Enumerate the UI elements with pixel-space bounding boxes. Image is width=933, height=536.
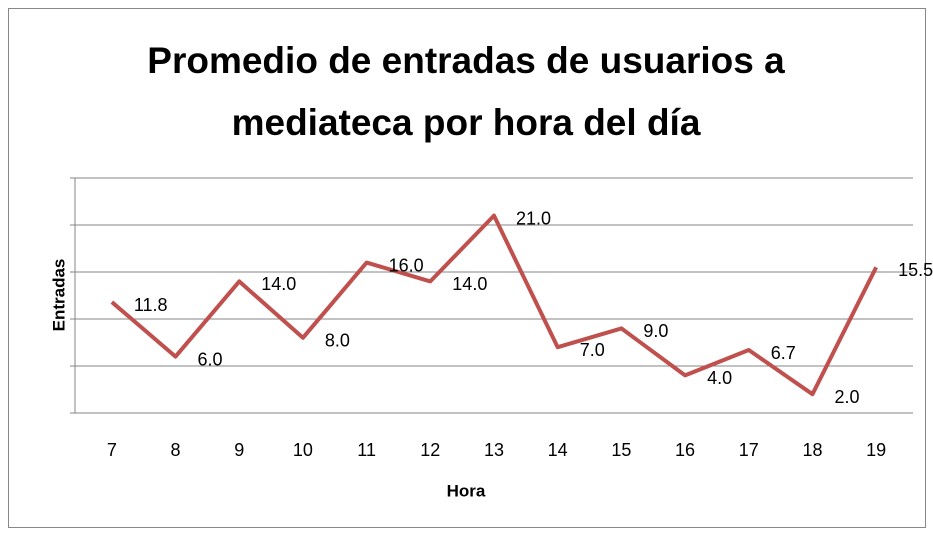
x-tick-label: 16 xyxy=(675,440,695,460)
x-tick-label: 8 xyxy=(171,440,181,460)
x-tick-label: 10 xyxy=(293,440,313,460)
x-tick-label: 17 xyxy=(739,440,759,460)
data-line xyxy=(110,213,878,397)
data-label: 7.0 xyxy=(580,340,605,360)
x-tick-label: 11 xyxy=(357,440,376,460)
x-tick-label: 19 xyxy=(866,440,886,460)
chart-title: Promedio de entradas de usuarios a media… xyxy=(147,40,785,143)
data-label: 14.0 xyxy=(261,274,296,294)
y-axis-label: Entradas xyxy=(49,259,68,332)
x-tick-label: 9 xyxy=(234,440,244,460)
data-label: 16.0 xyxy=(389,255,424,275)
data-label: 11.8 xyxy=(134,295,168,315)
data-label: 2.0 xyxy=(834,387,859,407)
x-tick-label: 12 xyxy=(420,440,440,460)
data-label: 8.0 xyxy=(325,331,350,351)
data-label: 9.0 xyxy=(643,321,668,341)
data-label: 15.5 xyxy=(898,260,933,280)
x-tick-label: 14 xyxy=(548,440,568,460)
x-tick-label: 13 xyxy=(484,440,504,460)
x-tick-label: 15 xyxy=(611,440,631,460)
data-label: 21.0 xyxy=(516,208,551,228)
x-tick-label: 18 xyxy=(802,440,822,460)
x-axis-label: Hora xyxy=(447,481,486,500)
data-label: 6.7 xyxy=(771,343,796,363)
x-tick-label: 7 xyxy=(107,440,117,460)
data-label: 14.0 xyxy=(452,274,487,294)
data-label: 4.0 xyxy=(707,368,732,388)
data-label: 6.0 xyxy=(198,349,223,369)
chart-border xyxy=(8,8,926,528)
